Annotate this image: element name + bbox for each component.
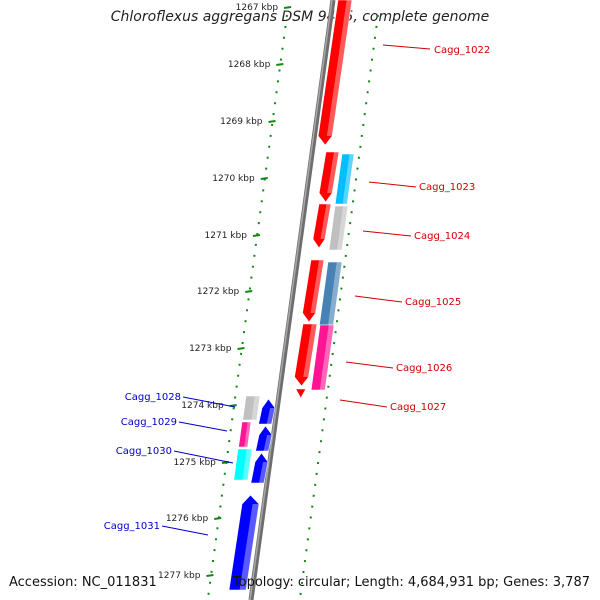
gene-feature-shade: [319, 325, 334, 390]
gene-feature-Cagg_1030[interactable]: [233, 448, 253, 481]
gene-feature-Cagg_1027[interactable]: [295, 388, 307, 399]
scale-tick: [252, 234, 261, 237]
gene-feature-shade: [239, 504, 259, 590]
gene-label-Cagg_1031[interactable]: Cagg_1031: [104, 521, 160, 532]
gene-feature-shade: [342, 154, 354, 204]
gene-leader-line: [345, 361, 394, 369]
gene-feature-Cagg_1022[interactable]: [312, 203, 332, 249]
gene-feature-Cagg_1023[interactable]: [334, 153, 355, 205]
gene-leader-line: [339, 399, 388, 408]
gene-leader-line: [173, 450, 234, 464]
gene-leader-line: [368, 181, 417, 188]
gene-feature-Cagg_1022[interactable]: [317, 0, 353, 146]
gene-feature-Cagg_1031[interactable]: [255, 425, 273, 452]
accession-info: Accession: NC_011831: [9, 575, 157, 590]
gene-feature-shade: [244, 422, 251, 447]
gene-leader-line: [382, 44, 431, 50]
gene-feature-shade: [242, 449, 252, 480]
gene-feature-Cagg_1024[interactable]: [328, 205, 349, 251]
gene-feature-Cagg_1031[interactable]: [250, 452, 269, 484]
scale-tick-label: 1272 kbp: [197, 287, 240, 297]
topology-info: Topology: circular; Length: 4,684,931 bp…: [232, 575, 590, 590]
genome-backbone: [248, 0, 336, 600]
gene-leader-line: [161, 525, 209, 536]
scale-tick-label: 1271 kbp: [205, 231, 248, 241]
gene-leader-line: [354, 295, 403, 303]
gene-feature-shade: [263, 435, 272, 451]
scale-tick-label: 1270 kbp: [212, 174, 255, 184]
scale-tick-label: 1269 kbp: [220, 117, 263, 127]
scale-tick: [276, 63, 284, 66]
gene-feature-Cagg_1027[interactable]: [294, 323, 318, 387]
gene-label-Cagg_1024[interactable]: Cagg_1024: [414, 231, 470, 242]
scale-tick-label: 1267 kbp: [236, 3, 279, 13]
gene-label-Cagg_1026[interactable]: Cagg_1026: [396, 363, 452, 374]
gene-label-Cagg_1022[interactable]: Cagg_1022: [434, 45, 490, 56]
gene-label-Cagg_1028[interactable]: Cagg_1028: [125, 392, 181, 403]
gene-feature-shade: [337, 206, 348, 250]
scale-tick-label: 1276 kbp: [166, 514, 209, 524]
scale-tick-label: 1273 kbp: [189, 344, 232, 354]
gene-feature-shade: [327, 152, 339, 193]
gene-feature-Cagg_1026[interactable]: [310, 324, 335, 391]
scale-tick: [283, 6, 292, 9]
gene-feature-shade: [258, 462, 268, 483]
scale-tick-label: 1277 kbp: [158, 571, 201, 581]
gene-feature-shade: [320, 204, 331, 239]
gene-feature-Cagg_1029[interactable]: [238, 421, 252, 448]
gene-leader-line: [178, 421, 228, 432]
scale-tick: [214, 517, 222, 520]
gene-feature-Cagg_1028[interactable]: [242, 395, 261, 421]
gene-feature-shade: [326, 0, 352, 136]
gene-feature-shade: [266, 408, 275, 424]
gene-feature-shade: [303, 324, 317, 377]
gene-label-Cagg_1025[interactable]: Cagg_1025: [405, 297, 461, 308]
gene-leader-line: [182, 396, 236, 408]
gene-leader-line: [362, 230, 412, 237]
scale-tick-label: 1268 kbp: [228, 60, 271, 70]
backbone-highlight: [249, 0, 333, 600]
gene-feature-shade: [328, 262, 342, 325]
gene-label-Cagg_1030[interactable]: Cagg_1030: [116, 446, 172, 457]
scale-tick-label: 1274 kbp: [181, 401, 224, 411]
gene-label-Cagg_1027[interactable]: Cagg_1027: [390, 402, 446, 413]
scale-tick: [260, 177, 268, 180]
gene-feature-Cagg_1031[interactable]: [228, 494, 260, 591]
scale-tick: [268, 120, 276, 123]
gene-feature-Cagg_1022[interactable]: [302, 259, 325, 323]
scale-tick: [206, 574, 214, 577]
gene-label-Cagg_1029[interactable]: Cagg_1029: [121, 417, 177, 428]
scale-tick: [237, 347, 245, 350]
scale-tick: [245, 290, 253, 293]
scale-tick-label: 1275 kbp: [173, 458, 216, 468]
gene-feature-Cagg_1031[interactable]: [258, 398, 276, 425]
gene-feature-shade: [310, 260, 324, 313]
gene-feature-Cagg_1022[interactable]: [318, 151, 340, 203]
gene-feature-shade: [251, 396, 260, 420]
map-title: Chloroflexus aggregans DSM 9485, complet…: [110, 9, 490, 25]
gene-label-Cagg_1023[interactable]: Cagg_1023: [419, 182, 475, 193]
